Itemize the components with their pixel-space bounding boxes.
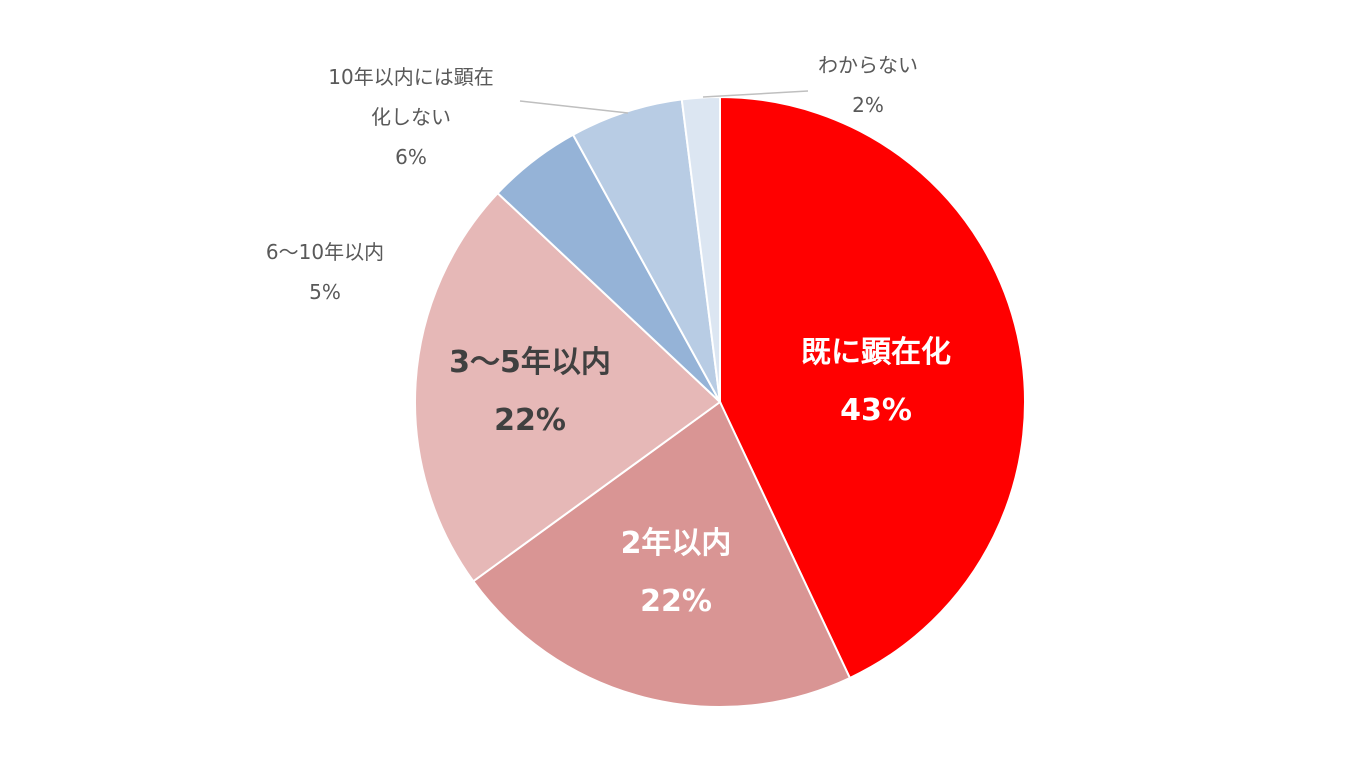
category-label-not-within-10-years: 化しない [371,105,451,129]
value-label-already-manifest: 43% [840,393,912,428]
category-label-within-6-10-years: 6～10年以内 [266,240,384,264]
data-labels: 既に顕在化 43% 2年以内 22% 3～5年以内 22% 6～10年以内 5% 10年以内には… [266,53,951,619]
data-label-within-3-5-years: 3～5年以内 22% [449,345,611,438]
value-label-unknown: 2% [852,93,884,117]
leader-lines [519,90,809,114]
pie-slice-within-3-5-years [414,191,722,583]
category-label-within-2-years: 2年以内 [621,526,732,561]
category-label-within-3-5-years: 3～5年以内 [449,345,611,380]
category-label-not-within-10-years: 10年以内には顕在 [328,65,493,89]
data-label-within-2-years: 2年以内 22% [621,526,732,619]
category-label-unknown: わからない [818,53,918,77]
leader-line-unknown [702,90,809,98]
value-label-within-3-5-years: 22% [494,403,566,438]
data-label-already-manifest: 既に顕在化 43% [801,335,951,428]
data-label-within-6-10-years: 6～10年以内 5% [266,240,384,304]
slices-layer [414,95,1026,708]
data-label-unknown: わからない 2% [818,53,918,117]
pie-slice-already-manifest [719,95,1026,680]
value-label-within-2-years: 22% [640,584,712,619]
leader-line-not-within-10-years [519,100,629,114]
category-label-already-manifest: 既に顕在化 [801,335,951,370]
pie-slice-unknown [680,95,721,403]
value-label-not-within-10-years: 6% [395,145,427,169]
value-label-within-6-10-years: 5% [309,280,341,304]
pie-slice-within-2-years [471,400,852,708]
